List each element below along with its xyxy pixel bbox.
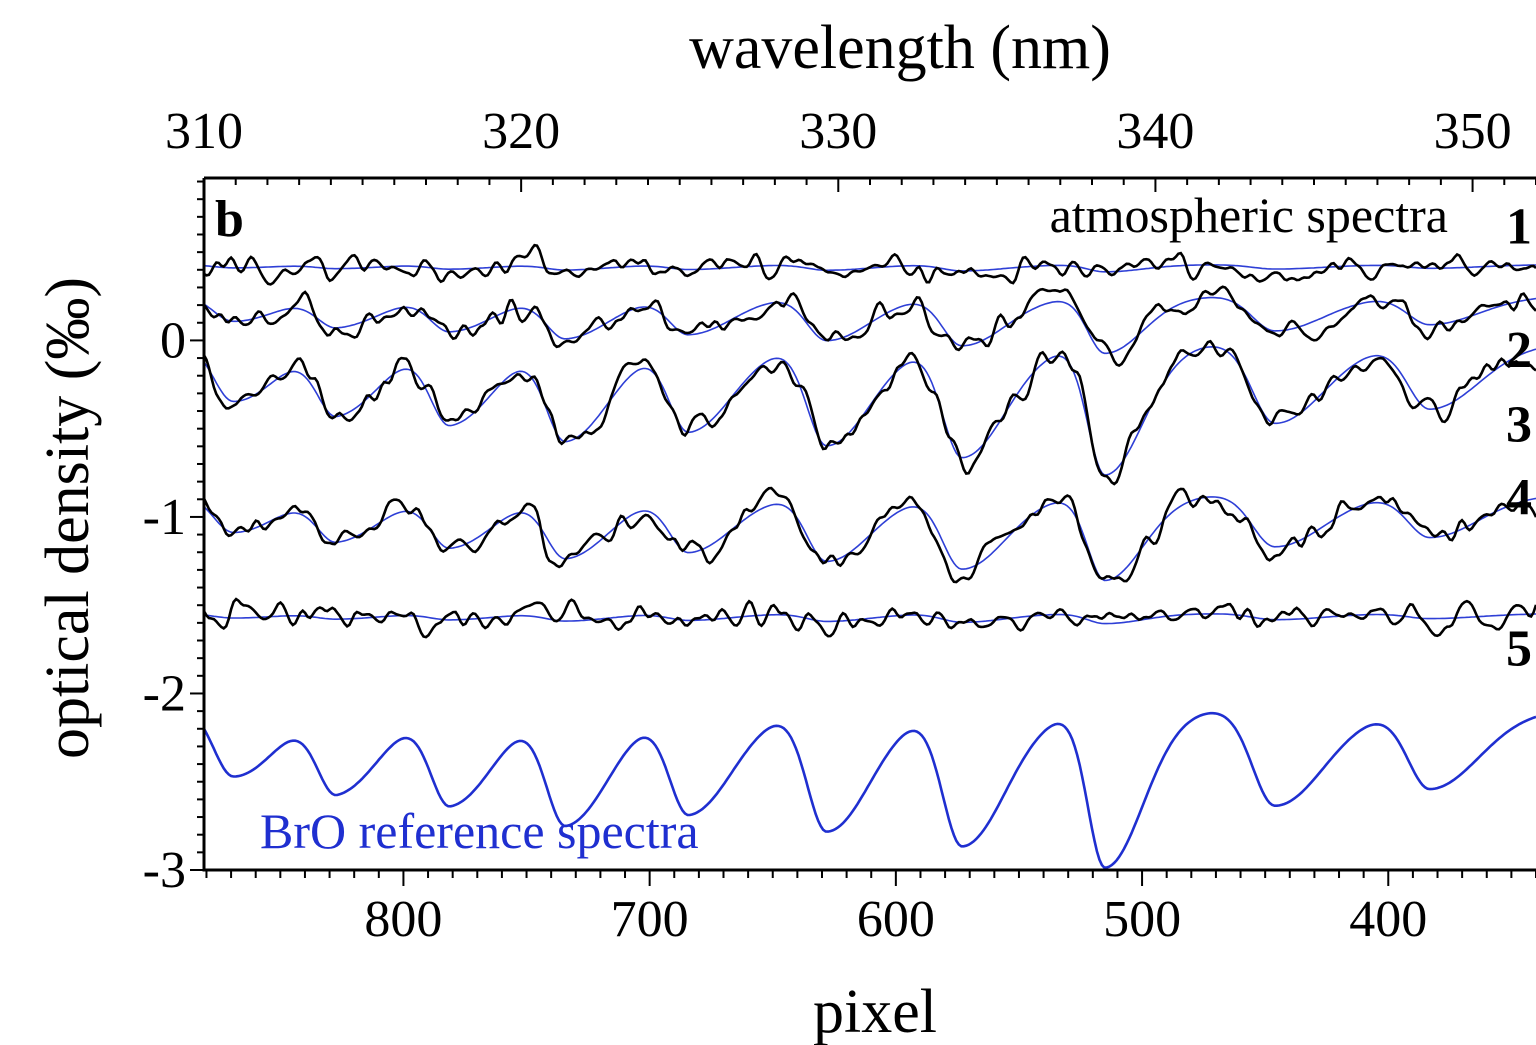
y-tick-label: -2 [143, 665, 186, 722]
curve-number-label: 3 [1506, 396, 1532, 453]
y-axis-ticks: 0 -1 -2 -3 [143, 180, 204, 899]
measured-curve-5 [202, 597, 1536, 639]
atmospheric-spectra-label: atmospheric spectra [1050, 187, 1448, 243]
y-tick-label: -1 [143, 489, 186, 546]
top-tick-label: 320 [482, 103, 560, 160]
bottom-axis-title: pixel [813, 978, 937, 1045]
top-axis-ticks: 310 320 330 340 350 [165, 103, 1536, 192]
y-tick-label: -3 [143, 842, 186, 899]
curve-number-label: 4 [1506, 469, 1532, 526]
measured-curve-4 [202, 486, 1536, 584]
bottom-tick-label: 500 [1103, 891, 1181, 948]
fit-curve-3 [203, 345, 1536, 476]
y-tick-label: 0 [160, 312, 186, 369]
top-axis-title: wavelength (nm) [689, 14, 1111, 82]
plot-frame [202, 176, 1536, 872]
bottom-axis-ticks: 800 700 600 500 400 [205, 870, 1536, 948]
measured-curve-3 [202, 339, 1536, 486]
top-tick-label: 330 [799, 103, 877, 160]
curve-number-label: 1 [1506, 199, 1532, 256]
curve-number-label: 2 [1506, 322, 1532, 379]
bro-reference-curve [202, 711, 1536, 869]
top-tick-label: 350 [1434, 103, 1512, 160]
bro-reference-label: BrO reference spectra [260, 803, 699, 859]
fit-curve-5 [203, 613, 1536, 625]
bottom-tick-label: 600 [857, 891, 935, 948]
measured-curve-1 [203, 243, 1536, 286]
curve-labels: 1 2 3 4 5 [1506, 199, 1532, 678]
top-tick-label: 310 [165, 103, 243, 160]
panel-letter: b [215, 191, 244, 248]
top-tick-label: 340 [1116, 103, 1194, 160]
bottom-tick-label: 400 [1349, 891, 1427, 948]
y-axis-title: optical density (‰) [34, 277, 102, 759]
plot-area [202, 243, 1536, 869]
bottom-tick-label: 700 [611, 891, 689, 948]
measured-curve-2 [202, 285, 1536, 368]
curve-number-label: 5 [1506, 621, 1532, 678]
bottom-tick-label: 800 [364, 891, 442, 948]
